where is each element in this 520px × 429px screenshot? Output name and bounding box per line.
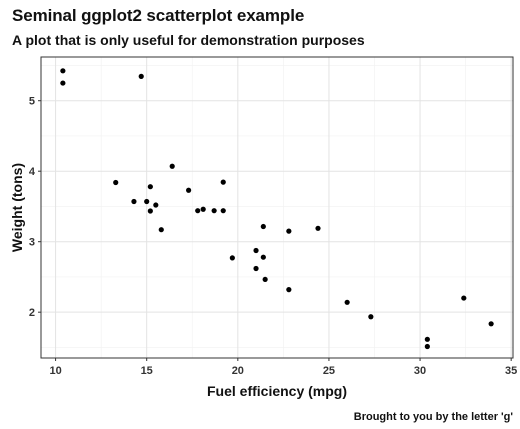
data-point xyxy=(286,287,292,293)
x-tick-label: 15 xyxy=(141,365,153,377)
y-tick-label: 5 xyxy=(29,96,35,108)
data-point xyxy=(461,295,467,301)
x-axis-title: Fuel efficiency (mpg) xyxy=(207,383,347,399)
x-tick-label: 20 xyxy=(232,365,244,377)
data-point xyxy=(262,276,268,283)
data-point xyxy=(147,184,153,190)
data-point xyxy=(131,198,137,205)
data-point xyxy=(220,179,226,185)
data-point xyxy=(286,228,292,234)
panel-border xyxy=(40,56,514,359)
x-tick-label: 30 xyxy=(414,365,426,377)
x-tick-label: 25 xyxy=(323,365,335,377)
data-point xyxy=(144,198,150,205)
data-point xyxy=(195,208,201,214)
data-point xyxy=(169,163,175,169)
data-point xyxy=(60,68,66,74)
data-point xyxy=(424,336,430,342)
data-point xyxy=(211,208,217,214)
data-point xyxy=(260,223,266,230)
data-point xyxy=(253,247,259,254)
chart-title: Seminal ggplot2 scatterplot example xyxy=(12,6,305,25)
y-tick-label: 2 xyxy=(29,307,35,319)
data-point xyxy=(186,187,192,193)
data-point xyxy=(424,343,430,350)
y-axis-title: Weight (tons) xyxy=(9,163,25,252)
data-point xyxy=(368,314,374,320)
data-point xyxy=(488,321,494,327)
y-tick-label: 3 xyxy=(29,237,35,249)
x-tick-label: 10 xyxy=(49,365,61,377)
data-point xyxy=(220,208,226,214)
data-point xyxy=(253,265,259,272)
axis-ticks: 10 15 20 25 30 35 2 3 4 5 xyxy=(29,96,517,377)
data-point xyxy=(138,73,144,79)
data-point xyxy=(344,299,350,305)
data-point xyxy=(153,202,159,208)
data-point xyxy=(60,80,66,86)
data-point xyxy=(158,227,164,233)
data-point xyxy=(200,206,206,212)
grid-lines xyxy=(41,57,513,358)
chart-caption: Brought to you by the letter 'g' xyxy=(353,411,513,423)
y-tick-label: 4 xyxy=(29,166,36,178)
data-point xyxy=(113,179,119,186)
data-point xyxy=(229,255,235,261)
data-points xyxy=(60,68,494,350)
data-point xyxy=(147,208,153,214)
chart-subtitle: A plot that is only useful for demonstra… xyxy=(12,32,365,48)
data-point xyxy=(260,254,266,260)
x-tick-label: 35 xyxy=(505,365,517,377)
data-point xyxy=(315,225,321,231)
